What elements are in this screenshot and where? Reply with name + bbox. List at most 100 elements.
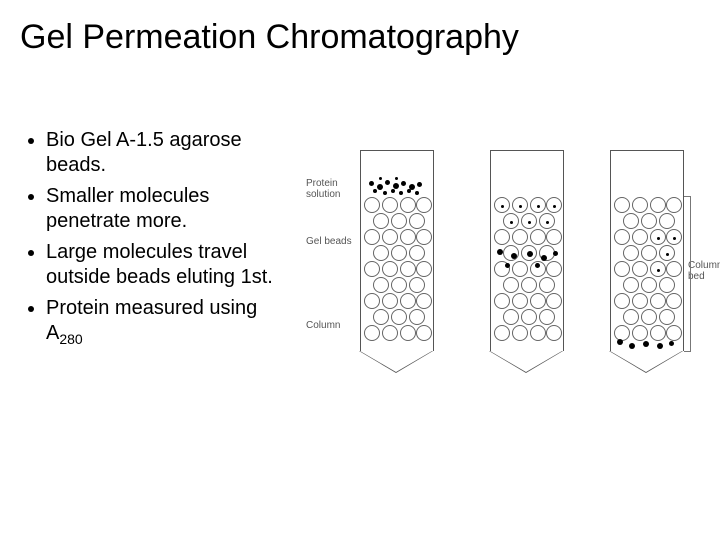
protein-dot bbox=[666, 253, 669, 256]
protein-dot bbox=[541, 255, 547, 261]
gel-bead bbox=[416, 229, 432, 245]
protein-dot bbox=[377, 184, 383, 190]
gel-bead bbox=[530, 325, 546, 341]
protein-dot bbox=[553, 251, 558, 256]
protein-dot bbox=[657, 269, 660, 272]
gel-bead bbox=[546, 229, 562, 245]
gel-bead bbox=[623, 245, 639, 261]
protein-dot bbox=[669, 341, 674, 346]
gel-bead bbox=[409, 277, 425, 293]
protein-dot bbox=[673, 237, 676, 240]
protein-dot bbox=[369, 181, 374, 186]
gel-bead bbox=[614, 325, 630, 341]
gel-bead bbox=[641, 309, 657, 325]
gel-bead bbox=[614, 229, 630, 245]
protein-dot bbox=[643, 341, 649, 347]
protein-dot bbox=[553, 205, 556, 208]
protein-dot bbox=[617, 339, 623, 345]
protein-dot bbox=[497, 249, 503, 255]
gel-bead bbox=[382, 325, 398, 341]
bullet-item: Bio Gel A-1.5 agarose beads. bbox=[46, 128, 288, 178]
gel-bead bbox=[614, 293, 630, 309]
gel-bead bbox=[666, 261, 682, 277]
gel-bead bbox=[503, 277, 519, 293]
gel-bead bbox=[623, 309, 639, 325]
gel-bead bbox=[416, 293, 432, 309]
column bbox=[490, 150, 562, 370]
chromatography-diagram: Protein solution Gel beads Column Column… bbox=[310, 150, 710, 430]
gel-bead bbox=[659, 309, 675, 325]
gel-bead bbox=[539, 309, 555, 325]
gel-bead bbox=[503, 309, 519, 325]
gel-bead bbox=[416, 261, 432, 277]
protein-dot bbox=[527, 251, 533, 257]
gel-bead bbox=[416, 325, 432, 341]
gel-bead bbox=[632, 229, 648, 245]
gel-bead bbox=[391, 277, 407, 293]
gel-bead bbox=[400, 261, 416, 277]
gel-bead bbox=[666, 197, 682, 213]
label-protein: Protein solution bbox=[306, 178, 358, 200]
protein-dot bbox=[519, 205, 522, 208]
gel-bead bbox=[650, 197, 666, 213]
protein-dot bbox=[511, 253, 517, 259]
gel-bead bbox=[364, 293, 380, 309]
gel-bead bbox=[521, 309, 537, 325]
protein-dot bbox=[505, 263, 510, 268]
protein-dot bbox=[417, 182, 422, 187]
gel-bead bbox=[623, 277, 639, 293]
gel-bead bbox=[512, 293, 528, 309]
gel-bead bbox=[373, 309, 389, 325]
gel-bead bbox=[623, 213, 639, 229]
protein-dot bbox=[383, 191, 387, 195]
gel-bead bbox=[364, 229, 380, 245]
gel-bead bbox=[659, 213, 675, 229]
gel-bead bbox=[409, 213, 425, 229]
protein-dot bbox=[537, 205, 540, 208]
protein-dot bbox=[401, 181, 406, 186]
gel-bead bbox=[400, 229, 416, 245]
bed-bracket bbox=[684, 196, 691, 352]
label-column: Column bbox=[306, 320, 358, 331]
gel-bead bbox=[364, 261, 380, 277]
gel-bead bbox=[409, 309, 425, 325]
gel-bead bbox=[373, 277, 389, 293]
protein-dot bbox=[546, 221, 549, 224]
gel-bead bbox=[382, 197, 398, 213]
bullet-item: Protein measured using A280 bbox=[46, 296, 288, 349]
bullet-list: Bio Gel A-1.5 agarose beads.Smaller mole… bbox=[28, 128, 288, 355]
gel-bead bbox=[416, 197, 432, 213]
gel-bead bbox=[512, 229, 528, 245]
protein-dot bbox=[393, 183, 399, 189]
gel-bead bbox=[400, 197, 416, 213]
gel-bead bbox=[382, 293, 398, 309]
gel-bead bbox=[409, 245, 425, 261]
gel-bead bbox=[539, 277, 555, 293]
gel-bead bbox=[641, 245, 657, 261]
protein-dot bbox=[528, 221, 531, 224]
protein-dot bbox=[415, 191, 419, 195]
protein-dot bbox=[535, 263, 540, 268]
protein-dot bbox=[657, 237, 660, 240]
gel-bead bbox=[494, 293, 510, 309]
protein-dot bbox=[657, 343, 663, 349]
protein-dot bbox=[407, 189, 411, 193]
gel-bead bbox=[382, 229, 398, 245]
protein-dot bbox=[391, 189, 395, 193]
gel-bead bbox=[373, 213, 389, 229]
gel-bead bbox=[632, 325, 648, 341]
gel-bead bbox=[650, 293, 666, 309]
column bbox=[610, 150, 682, 370]
gel-bead bbox=[512, 261, 528, 277]
gel-bead bbox=[659, 277, 675, 293]
protein-dot bbox=[399, 191, 403, 195]
gel-bead bbox=[373, 245, 389, 261]
gel-bead bbox=[666, 293, 682, 309]
gel-bead bbox=[364, 197, 380, 213]
gel-bead bbox=[614, 261, 630, 277]
gel-bead bbox=[400, 325, 416, 341]
protein-dot bbox=[385, 180, 390, 185]
gel-bead bbox=[632, 197, 648, 213]
label-gel: Gel beads bbox=[306, 236, 358, 247]
gel-bead bbox=[546, 293, 562, 309]
